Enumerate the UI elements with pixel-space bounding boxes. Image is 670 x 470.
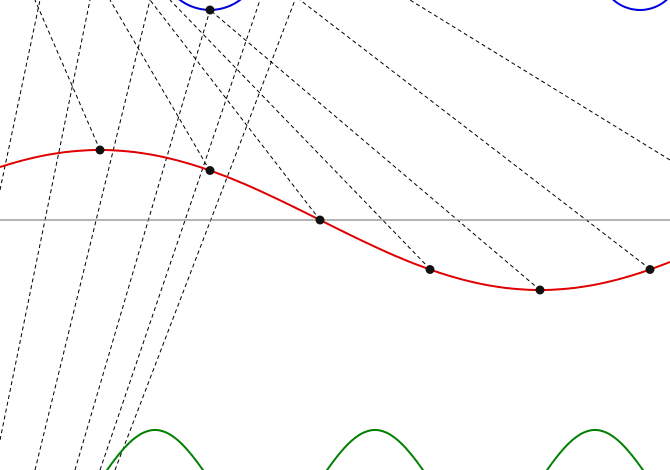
point bbox=[425, 264, 435, 274]
dashed-line bbox=[169, 0, 431, 270]
point bbox=[205, 5, 215, 15]
green-wave bbox=[105, 429, 645, 470]
dashed-line bbox=[74, 9, 211, 470]
point bbox=[95, 145, 105, 155]
dashed-line bbox=[114, 0, 296, 470]
dashed-line bbox=[109, 0, 211, 172]
red-sine bbox=[0, 148, 670, 292]
point bbox=[315, 215, 325, 225]
dashed-line bbox=[409, 0, 670, 161]
blue-circle bbox=[612, 0, 668, 11]
dashed-line bbox=[299, 0, 651, 270]
point bbox=[645, 264, 655, 274]
dashed-line bbox=[209, 9, 541, 291]
dashed-line bbox=[34, 0, 101, 151]
points bbox=[95, 5, 655, 295]
dashed-line bbox=[0, 0, 41, 191]
point bbox=[205, 166, 215, 176]
dashed-line bbox=[149, 0, 321, 221]
dashed-line bbox=[99, 0, 261, 470]
point bbox=[535, 285, 545, 295]
dashed-line bbox=[34, 0, 151, 470]
